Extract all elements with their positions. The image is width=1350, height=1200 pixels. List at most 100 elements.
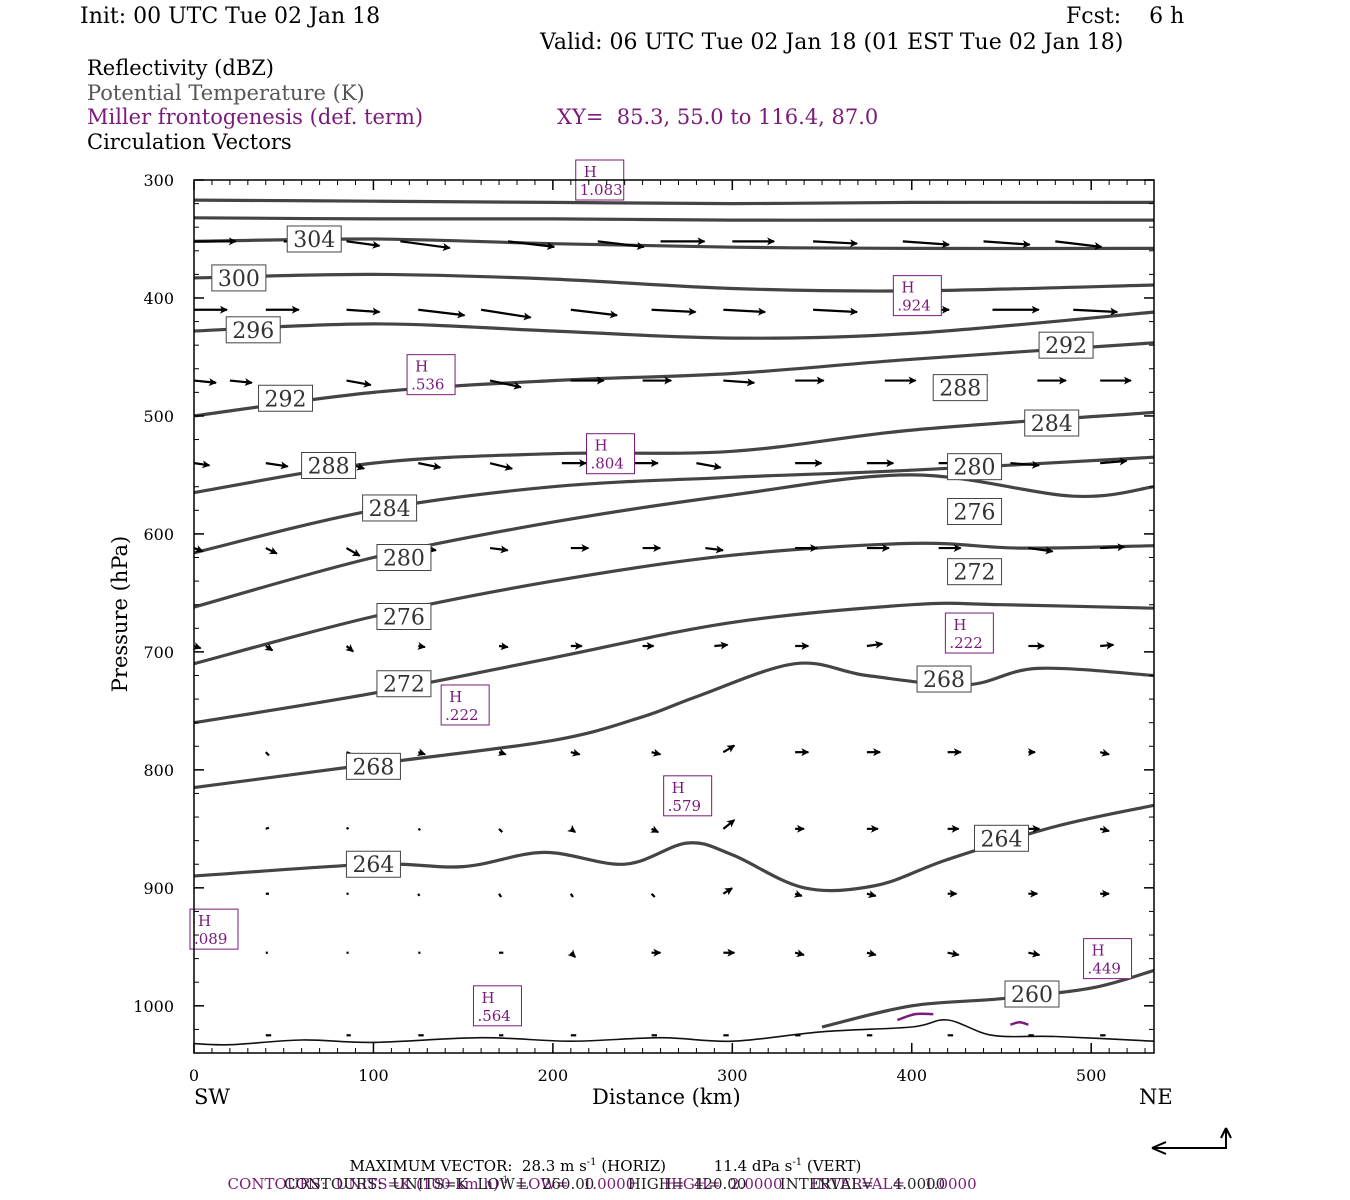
frontogenesis-contour <box>896 1012 934 1022</box>
circulation-vector <box>264 751 270 757</box>
circulation-vector <box>650 825 660 834</box>
contour-label-box <box>362 494 418 522</box>
x-tick-label: 400 <box>896 1066 927 1085</box>
contour-label-box <box>376 544 432 572</box>
circulation-vector <box>866 949 877 958</box>
circulation-vector <box>1055 240 1103 250</box>
field-circulation: Circulation Vectors <box>87 130 292 154</box>
high-marker-value: 1.083 <box>580 181 623 199</box>
circulation-vector <box>866 890 877 899</box>
plot-frame <box>193 179 1155 1054</box>
circulation-vector <box>416 748 426 756</box>
high-marker-letter: H <box>672 779 685 797</box>
circulation-vector <box>264 643 274 652</box>
max-vector-vert-tag: (VERT) <box>806 1157 862 1175</box>
reference-vector-arrowhead <box>1220 1127 1232 1139</box>
high-marker-letter: H <box>415 358 428 376</box>
isentrope-292 <box>193 341 1155 418</box>
circulation-vector <box>418 462 442 471</box>
high-marker-box <box>663 775 713 817</box>
circulation-vector <box>983 240 1031 249</box>
isentrope-300 <box>193 272 1155 293</box>
circulation-vector <box>346 307 381 316</box>
circulation-vector <box>346 826 350 830</box>
contour-label-box <box>1038 331 1094 359</box>
contour-label-box <box>947 498 1003 526</box>
cross-section-xy: XY= 85.3, 55.0 to 116.4, 87.0 <box>557 105 879 129</box>
theta-contour-info: CONTOURS: UNITS=K LOW= 260.00 HIGH= 420.… <box>284 1175 946 1193</box>
high-marker-letter: H <box>1092 942 1105 960</box>
high-marker-box <box>406 354 456 396</box>
circulation-vector <box>1100 641 1115 650</box>
isentrope-276 <box>193 541 1155 666</box>
terrain-line <box>193 1019 1155 1046</box>
high-marker-value: .222 <box>445 706 478 724</box>
contour-label: 292 <box>265 387 307 412</box>
x-axis-title: Distance (km) <box>592 1085 741 1109</box>
contour-label: 288 <box>308 454 350 479</box>
high-marker-value: .579 <box>668 797 701 815</box>
circulation-vector <box>723 378 756 387</box>
circulation-vector <box>265 461 289 470</box>
circulation-vector <box>813 307 859 316</box>
circulation-vector <box>345 547 361 557</box>
unit-exp-3: -1 <box>498 1175 509 1186</box>
forecast-hour: Fcst: 6 h <box>1066 4 1185 29</box>
circulation-vector <box>793 889 803 898</box>
ne-label: NE <box>1139 1085 1173 1109</box>
circulation-vector <box>489 379 522 390</box>
circulation-vector <box>1100 457 1128 466</box>
circulation-vector <box>345 643 354 653</box>
y-tick-label: 600 <box>143 525 174 544</box>
circulation-vector <box>1073 307 1119 316</box>
circulation-vector <box>498 642 509 651</box>
contour-label: 288 <box>939 377 981 402</box>
y-axis-title: Pressure (hPa) <box>108 535 132 693</box>
isentrope-272 <box>193 601 1155 725</box>
high-marker-letter: H <box>198 912 211 930</box>
contour-label: 284 <box>369 497 411 522</box>
contour-label: 272 <box>383 673 425 698</box>
circulation-vector <box>417 641 426 650</box>
frontogenesis-contour <box>1010 1021 1029 1026</box>
circulation-vector <box>597 240 645 250</box>
contour-label-box <box>286 225 342 253</box>
y-tick-label: 700 <box>143 643 174 662</box>
circulation-vector <box>723 307 767 316</box>
high-marker-value: .089 <box>194 930 227 948</box>
circulation-vector <box>722 744 736 754</box>
contour-label-box <box>973 824 1029 852</box>
circulation-vector <box>417 893 421 897</box>
max-vector-line: MAXIMUM VECTOR: 28.3 m s-1 (HORIZ) 11.4 … <box>340 1139 862 1175</box>
isentrope-268 <box>193 661 1155 790</box>
init-time: Init: 00 UTC Tue 02 Jan 18 <box>80 4 381 29</box>
sw-label: SW <box>194 1085 230 1109</box>
valid-time: Valid: 06 UTC Tue 02 Jan 18 (01 EST Tue … <box>540 30 1124 55</box>
circulation-vector <box>570 748 581 757</box>
contour-label-box <box>947 558 1003 586</box>
circulation-vector <box>714 641 729 650</box>
high-marker-value: .804 <box>591 455 624 473</box>
circulation-vector <box>418 308 466 319</box>
isentrope-280 <box>193 473 1155 609</box>
contour-label-box <box>1024 409 1080 437</box>
circulation-vector <box>193 545 204 553</box>
max-vector-horiz: MAXIMUM VECTOR: 28.3 m s <box>349 1157 587 1175</box>
unit-exp-1: -1 <box>586 1157 597 1168</box>
circulation-vector <box>567 824 577 834</box>
y-tick-label: 300 <box>143 171 174 190</box>
max-vector-vert: 11.4 dPa s <box>713 1157 793 1175</box>
isentrope-304 <box>193 237 1155 251</box>
circulation-vector <box>1099 748 1110 757</box>
circulation-vector <box>794 949 805 958</box>
circulation-vector <box>722 819 736 830</box>
high-marker-box <box>892 275 942 317</box>
contour-label-box <box>932 374 988 402</box>
high-marker-box <box>472 985 522 1027</box>
high-marker-box <box>189 908 239 950</box>
high-marker-box <box>440 684 490 726</box>
contour-label: 292 <box>1045 334 1087 359</box>
field-reflectivity: Reflectivity (dBZ) <box>87 56 275 80</box>
circulation-vector <box>696 462 722 471</box>
